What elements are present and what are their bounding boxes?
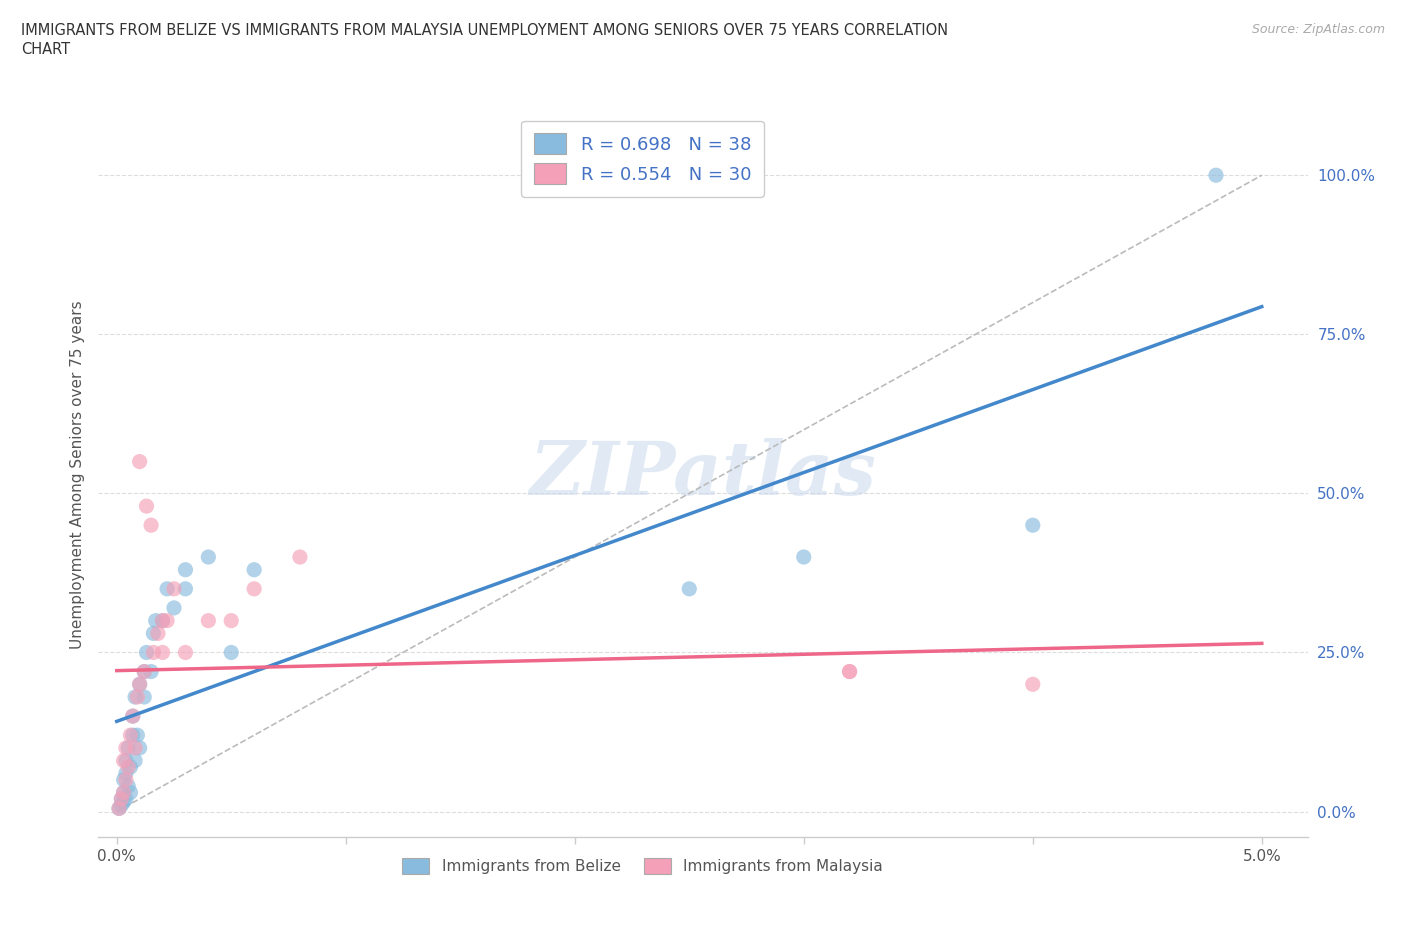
Point <box>110 791 132 806</box>
Y-axis label: Unemployment Among Seniors over 75 years: Unemployment Among Seniors over 75 years <box>69 300 84 648</box>
Point <box>219 613 242 628</box>
Point <box>115 766 138 781</box>
Point <box>110 791 132 806</box>
Point <box>128 677 150 692</box>
Point <box>152 613 174 628</box>
Point <box>145 613 167 628</box>
Point <box>115 753 138 768</box>
Point <box>115 791 138 806</box>
Point <box>121 709 143 724</box>
Point <box>243 563 266 578</box>
Point <box>115 772 138 787</box>
Point <box>219 645 242 660</box>
Point <box>127 728 149 743</box>
Point <box>108 801 131 816</box>
Point <box>112 753 135 768</box>
Point <box>112 794 135 809</box>
Point <box>117 760 139 775</box>
Point <box>174 563 197 578</box>
Point <box>678 581 700 596</box>
Point <box>110 798 132 813</box>
Point <box>152 613 174 628</box>
Point <box>134 664 156 679</box>
Point <box>163 601 186 616</box>
Point <box>121 709 143 724</box>
Point <box>117 740 139 755</box>
Point <box>115 740 138 755</box>
Point <box>174 581 197 596</box>
Point <box>793 550 815 565</box>
Point <box>152 645 174 660</box>
Point <box>120 760 142 775</box>
Point <box>838 664 860 679</box>
Point <box>142 645 165 660</box>
Point <box>139 518 162 533</box>
Text: CHART: CHART <box>21 42 70 57</box>
Point <box>156 581 179 596</box>
Point <box>128 740 150 755</box>
Point <box>146 626 169 641</box>
Point <box>838 664 860 679</box>
Point <box>120 728 142 743</box>
Point <box>124 753 146 768</box>
Point <box>134 664 156 679</box>
Point <box>197 550 219 565</box>
Point <box>197 613 219 628</box>
Point <box>120 785 142 800</box>
Point <box>156 613 179 628</box>
Point <box>112 785 135 800</box>
Point <box>124 740 146 755</box>
Legend: Immigrants from Belize, Immigrants from Malaysia: Immigrants from Belize, Immigrants from … <box>396 852 889 880</box>
Point <box>134 689 156 704</box>
Point <box>112 785 135 800</box>
Point <box>1205 167 1227 182</box>
Point <box>112 772 135 787</box>
Text: ZIPatlas: ZIPatlas <box>530 438 876 511</box>
Point <box>142 626 165 641</box>
Point <box>135 645 157 660</box>
Point <box>127 689 149 704</box>
Point <box>163 581 186 596</box>
Point <box>288 550 311 565</box>
Point <box>117 778 139 793</box>
Point <box>128 454 150 469</box>
Text: Source: ZipAtlas.com: Source: ZipAtlas.com <box>1251 23 1385 36</box>
Point <box>174 645 197 660</box>
Text: IMMIGRANTS FROM BELIZE VS IMMIGRANTS FROM MALAYSIA UNEMPLOYMENT AMONG SENIORS OV: IMMIGRANTS FROM BELIZE VS IMMIGRANTS FRO… <box>21 23 948 38</box>
Point <box>139 664 162 679</box>
Point <box>108 801 131 816</box>
Point <box>128 677 150 692</box>
Point <box>1022 677 1045 692</box>
Point <box>124 689 146 704</box>
Point <box>135 498 157 513</box>
Point <box>1022 518 1045 533</box>
Point <box>243 581 266 596</box>
Point <box>121 728 143 743</box>
